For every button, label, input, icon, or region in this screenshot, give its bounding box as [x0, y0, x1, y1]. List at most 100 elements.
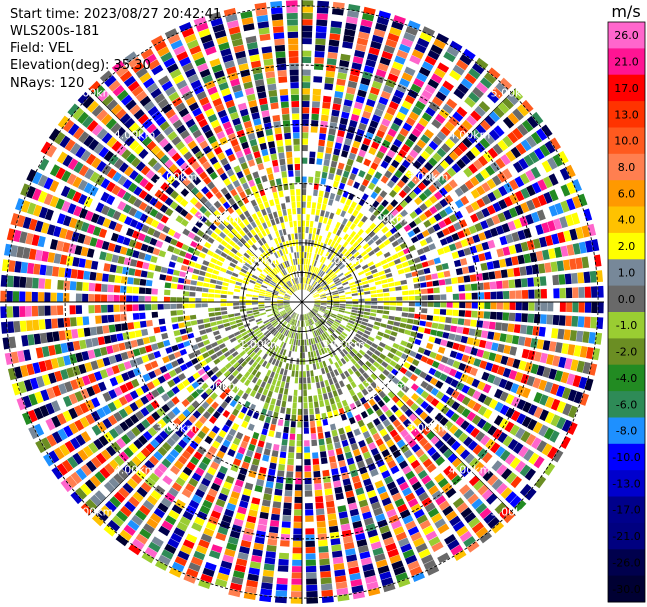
velocity-gate — [328, 336, 334, 342]
velocity-gate — [471, 498, 483, 510]
velocity-gate — [253, 542, 264, 551]
velocity-gate — [262, 569, 274, 577]
velocity-gate — [210, 482, 221, 492]
velocity-gate — [256, 320, 263, 325]
velocity-gate — [419, 320, 426, 327]
velocity-gate — [449, 213, 458, 223]
velocity-gate — [265, 481, 274, 489]
velocity-gate — [519, 266, 527, 276]
velocity-gate — [470, 283, 478, 291]
velocity-gate — [245, 35, 257, 44]
velocity-gate — [155, 116, 167, 127]
velocity-gate — [113, 304, 120, 312]
velocity-gate — [351, 514, 361, 523]
velocity-gate — [355, 254, 363, 261]
velocity-gate — [53, 253, 62, 264]
velocity-gate — [235, 334, 243, 340]
velocity-gate — [241, 75, 252, 84]
velocity-gate — [275, 331, 280, 338]
velocity-gate — [446, 98, 458, 109]
velocity-gate — [404, 66, 416, 77]
velocity-gate — [133, 198, 143, 208]
velocity-gate — [464, 453, 475, 464]
velocity-gate — [436, 131, 447, 141]
velocity-gate — [329, 263, 335, 269]
velocity-gate — [525, 433, 537, 446]
velocity-gate — [66, 255, 74, 266]
velocity-gate — [334, 174, 341, 182]
velocity-gate — [129, 259, 138, 267]
velocity-gate — [419, 203, 428, 212]
velocity-gate — [224, 548, 236, 557]
velocity-gate — [394, 245, 402, 252]
velocity-gate — [288, 50, 299, 57]
velocity-gate — [318, 438, 325, 446]
velocity-gate — [528, 452, 540, 465]
velocity-gate — [66, 367, 75, 378]
velocity-gate — [322, 165, 329, 173]
velocity-gate — [393, 258, 401, 265]
velocity-gate — [161, 80, 173, 92]
velocity-gate — [106, 136, 118, 148]
range-ring-label: 2.00km — [365, 212, 407, 225]
velocity-gate — [49, 180, 60, 193]
velocity-gate — [496, 248, 505, 258]
velocity-gate — [331, 403, 337, 411]
velocity-gate — [366, 98, 376, 108]
velocity-gate — [502, 367, 512, 378]
velocity-gate — [445, 235, 454, 244]
velocity-gate — [120, 351, 129, 361]
velocity-gate — [344, 346, 351, 353]
velocity-gate — [301, 157, 308, 164]
velocity-gate — [386, 106, 397, 116]
velocity-gate — [358, 83, 369, 92]
velocity-gate — [154, 40, 167, 52]
velocity-gate — [495, 446, 506, 458]
velocity-gate — [123, 524, 136, 536]
velocity-gate — [129, 402, 139, 412]
velocity-gate — [374, 171, 383, 180]
velocity-gate — [373, 453, 382, 462]
velocity-gate — [177, 550, 190, 561]
velocity-gate — [376, 102, 386, 112]
velocity-gate — [287, 31, 299, 39]
velocity-gate — [307, 285, 311, 291]
velocity-gate — [471, 301, 478, 309]
velocity-gate — [321, 333, 326, 340]
velocity-gate — [26, 169, 37, 182]
velocity-gate — [292, 332, 296, 339]
velocity-gate — [445, 286, 453, 293]
velocity-gate — [201, 293, 208, 298]
velocity-gate — [223, 322, 231, 328]
velocity-gate — [339, 303, 346, 306]
velocity-gate — [472, 390, 482, 400]
velocity-gate — [279, 348, 284, 355]
velocity-gate — [355, 244, 362, 251]
velocity-gate — [409, 413, 418, 422]
velocity-gate — [179, 363, 188, 372]
velocity-gate — [284, 283, 290, 289]
velocity-gate — [374, 262, 382, 268]
velocity-gate — [382, 314, 389, 319]
velocity-gate — [312, 308, 318, 313]
velocity-gate — [264, 296, 271, 299]
velocity-gate — [139, 72, 152, 84]
velocity-gate — [583, 271, 591, 283]
velocity-gate — [23, 379, 33, 392]
velocity-gate — [407, 230, 416, 238]
velocity-gate — [333, 563, 345, 571]
velocity-gate — [283, 299, 290, 301]
velocity-gate — [525, 214, 534, 225]
velocity-gate — [129, 218, 139, 228]
velocity-gate — [113, 158, 124, 169]
velocity-gate — [272, 260, 278, 267]
velocity-gate — [62, 119, 75, 133]
velocity-gate — [236, 240, 244, 248]
velocity-gate — [132, 491, 144, 503]
velocity-gate — [303, 277, 305, 284]
velocity-gate — [262, 116, 271, 124]
velocity-gate — [307, 239, 311, 246]
velocity-gate — [404, 138, 415, 148]
velocity-gate — [164, 282, 172, 289]
velocity-gate — [581, 225, 590, 238]
